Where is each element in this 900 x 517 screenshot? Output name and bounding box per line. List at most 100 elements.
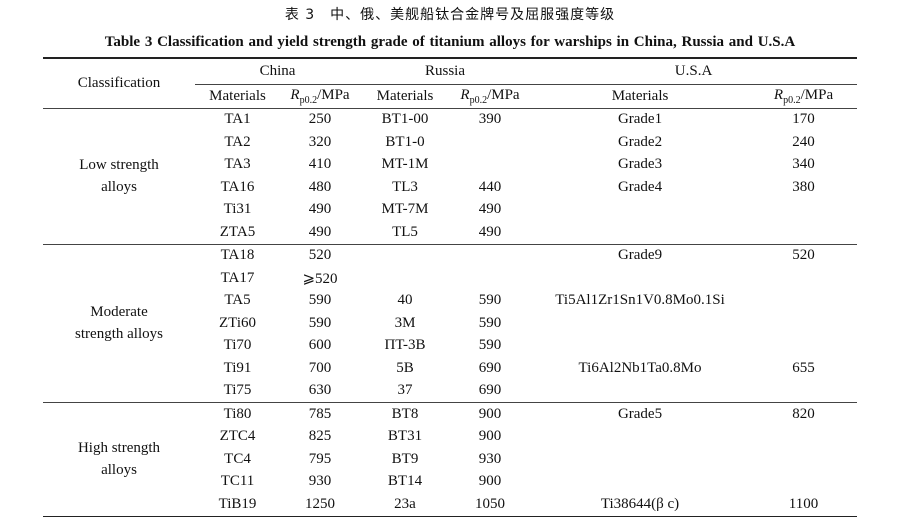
usa-material-cell: Ti5Al1Zr1Sn1V0.8Mo0.1Si [555,292,725,309]
russia-rp-cell: 490 [478,201,502,218]
usa-material-cell: Ti38644(β c) [530,493,751,517]
table-row: Ti31 490 MT-7M 490 [43,199,857,222]
usa-material-cell [530,267,750,290]
russia-materials-header: Materials [360,84,450,109]
russia-rp-cell [450,131,530,154]
china-material-cell: TA16 [220,178,255,195]
china-rp-cell: 590 [308,314,332,331]
header-russia: Russia [360,58,531,85]
russia-rp-cell: 900 [478,428,502,445]
table-title-english: Table 3 Classification and yield strengt… [104,34,796,50]
china-rp-cell: 250 [308,111,332,128]
china-rp-cell: 320 [308,133,332,150]
usa-rp-cell [750,221,857,244]
usa-material-cell [530,199,750,222]
russia-material-cell: MT-7M [381,201,429,218]
rp-unit: /MPa [317,86,350,103]
titanium-alloy-table: Classification China Russia U.S.A Materi… [43,57,858,517]
china-material-cell: TA1 [224,111,251,128]
header-usa: U.S.A [530,58,858,85]
table-row: High strength alloys Ti80 785 BT8 900 Grade5 8… [43,402,858,517]
rp-subscript: p0.2 [299,94,318,106]
russia-material-cell: 40 [397,292,413,309]
table-row: ZTA5 490 TL5 490 [43,221,857,244]
usa-rp-cell [750,471,857,494]
classification-cell: High strength alloys [43,402,195,517]
usa-rp-cell: 240 [792,133,815,150]
usa-material-cell: Grade1 [617,111,663,128]
russia-rp-cell: 690 [478,359,502,376]
usa-rp-cell [750,335,857,358]
russia-material-cell: BT8 [360,402,450,426]
russia-material-cell: BT1-0 [385,133,425,150]
classification-cell: Low strength alloys [79,157,159,195]
russia-rp-cell: 440 [478,178,502,195]
usa-material-cell: Ti6Al2Nb1Ta0.8Mo [578,359,702,376]
table-row: ZTC4 825 BT31 900 [43,426,857,449]
russia-rp-cell: 590 [478,292,502,309]
usa-rp-cell [750,426,857,449]
usa-rp-cell: 340 [792,156,815,173]
russia-material-cell: BT9 [391,450,419,467]
table-row: Ti75 630 37 690 [43,380,857,403]
usa-rp-cell [750,448,857,471]
classification-cell: Moderate strength alloys [43,243,195,403]
table-row: TA16 480 TL3 440 Grade4 380 [43,176,857,199]
rp-subscript: p0.2 [783,94,801,106]
usa-material-cell: Grade9 [530,243,751,267]
header-china: China [195,58,360,85]
usa-material-cell: Grade3 [617,156,663,173]
usa-rp-cell: 170 [792,111,815,128]
russia-material-cell: TL5 [392,223,418,240]
russia-material-cell: TL3 [392,178,418,195]
china-material-cell: TA17 [220,269,255,286]
usa-material-cell [530,426,750,449]
usa-rp-cell: 380 [792,178,815,195]
table-row: TC11 930 BT14 900 [43,471,857,494]
usa-material-cell [530,312,750,335]
header-classification: Classification [43,57,195,109]
table-row: TA3 410 MT-1M Grade3 340 [43,154,857,177]
rp-subscript: p0.2 [469,94,488,106]
russia-material-cell: BT1-00 [381,111,429,128]
china-rp-cell: 1250 [280,493,360,517]
usa-rp-cell [750,199,857,222]
table-row: Moderate strength alloys TA18 520 Grade9 520 [43,243,858,403]
russia-rp-cell: 390 [478,111,502,128]
russia-rp-cell [450,243,531,267]
usa-materials-header: Materials [530,84,751,109]
table-row: ZTi60 590 3M 590 [43,312,857,335]
china-material-cell: Ti91 [223,359,252,376]
usa-rp-header: Rp0.2/MPa [750,84,858,109]
russia-material-cell: BT14 [387,473,423,490]
rp-symbol: R [290,86,300,103]
table-row: TA17 ⩾520 [43,267,857,290]
table-row: TC4 795 BT9 930 [43,448,857,471]
russia-rp-cell: 690 [478,382,502,399]
rp-unit: /MPa [800,86,834,103]
usa-rp-cell [750,380,857,403]
table-row: Ti91 700 5B 690 Ti6Al2Nb1Ta0.8Mo 655 [43,357,857,380]
russia-material-cell [360,243,450,267]
usa-material-cell: Grade5 [530,402,751,426]
table-row: TiB19 1250 23a 1050 Ti38644(β c) 1100 [43,493,858,517]
china-material-cell: Ti80 [195,402,280,426]
russia-material-cell: 5B [396,359,414,376]
russia-rp-cell: 900 [478,473,502,490]
russia-rp-cell: 590 [478,337,502,354]
usa-material-cell [530,221,750,244]
china-rp-cell: 490 [308,223,332,240]
china-rp-cell: 590 [308,292,332,309]
china-rp-cell: 930 [308,473,332,490]
china-rp-cell: 490 [308,201,332,218]
china-material-cell: ZTC4 [219,428,256,445]
china-material-cell: TA18 [195,243,280,267]
russia-material-cell: ΠT-3B [384,337,426,354]
russia-rp-cell: 900 [450,402,531,426]
china-material-cell: TC11 [220,473,255,490]
china-material-cell: ZTi60 [219,314,256,331]
china-material-cell: TA3 [224,156,251,173]
rp-symbol: R [773,86,784,103]
usa-rp-cell [750,290,857,313]
china-rp-cell: 410 [308,156,332,173]
